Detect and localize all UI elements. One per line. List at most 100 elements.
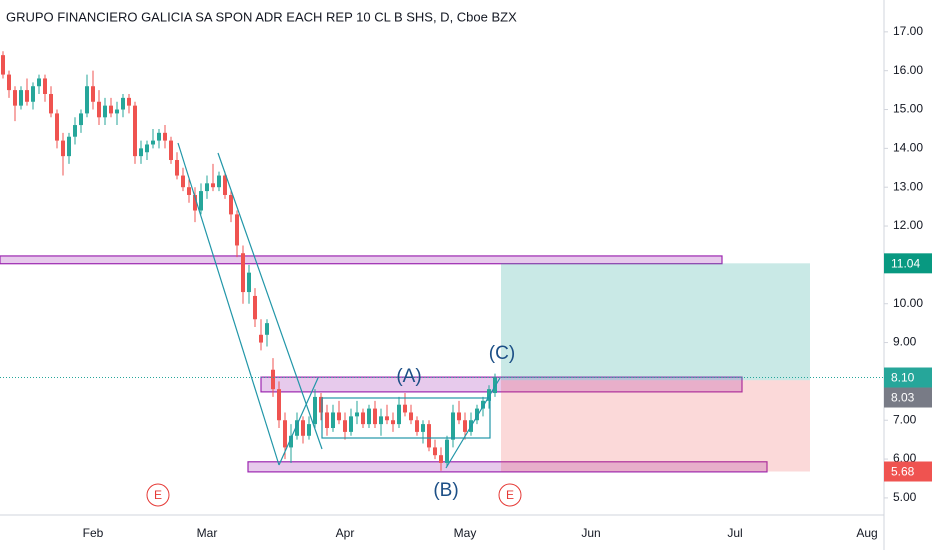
event-marker[interactable] <box>498 483 522 507</box>
candle-body <box>445 439 449 463</box>
candle-body <box>181 175 185 188</box>
candle-body <box>235 214 239 246</box>
zone <box>247 461 768 473</box>
candle-body <box>403 404 407 413</box>
candle-body <box>19 90 23 106</box>
chart-title: GRUPO FINANCIERO GALICIA SA SPON ADR EAC… <box>6 9 517 24</box>
y-tick-label: 15.00 <box>893 102 923 116</box>
price-label: 8.10 <box>891 371 915 385</box>
candle-body <box>361 412 365 425</box>
x-tick-label: Apr <box>336 526 355 540</box>
candle-body <box>253 295 257 320</box>
price-label-bg <box>884 253 932 274</box>
candle-body <box>37 78 41 87</box>
range-box <box>321 397 491 439</box>
trendlines <box>177 142 501 469</box>
candle-body <box>451 412 455 440</box>
candle-body <box>199 191 203 211</box>
candle-body <box>163 132 167 141</box>
candle-body <box>319 396 323 413</box>
candle-body <box>295 420 299 436</box>
candle-body <box>187 187 191 195</box>
candle-body <box>481 400 485 409</box>
candle-body <box>103 105 107 118</box>
candle-body <box>79 113 83 126</box>
candle-body <box>73 125 77 137</box>
candle-body <box>349 416 353 432</box>
plot-area <box>0 51 884 473</box>
candle-body <box>313 396 317 425</box>
price-label-bg <box>884 461 932 482</box>
wave-line <box>445 377 501 469</box>
candle-body <box>397 404 401 425</box>
event-label: E <box>154 488 162 502</box>
candle-body <box>487 389 491 401</box>
candle-body <box>49 93 53 114</box>
channel-line <box>217 152 323 450</box>
candle-body <box>379 416 383 425</box>
candle-body <box>457 412 461 421</box>
candle-body <box>307 424 311 436</box>
candle-body <box>283 420 287 448</box>
candle-body <box>211 183 215 188</box>
candle-body <box>241 253 245 293</box>
candle-body <box>25 90 29 102</box>
price-label-bg <box>884 367 932 388</box>
candle-body <box>133 105 137 157</box>
candle-body <box>31 86 35 102</box>
x-tick-label: May <box>454 526 477 540</box>
candle-body <box>1 55 5 75</box>
event-marker[interactable] <box>146 483 170 507</box>
event-label: E <box>506 488 514 502</box>
candle-body <box>157 132 161 141</box>
candle-body <box>91 86 95 102</box>
candle-body <box>343 420 347 432</box>
profit-zone <box>501 263 810 381</box>
candle-body <box>463 420 467 432</box>
candle-body <box>109 105 113 114</box>
candle-body <box>169 140 173 161</box>
wave-label: (A) <box>396 366 421 387</box>
candle-body <box>355 412 359 417</box>
candle-body <box>325 412 329 429</box>
channel-line <box>177 142 280 466</box>
x-tick-label: Aug <box>856 526 877 540</box>
candle-body <box>127 97 131 106</box>
candle-body <box>217 175 221 188</box>
price-label: 5.68 <box>891 465 915 479</box>
candle-body <box>121 97 125 110</box>
candle-body <box>61 140 65 157</box>
candle-body <box>427 424 431 448</box>
candle-body <box>409 412 413 421</box>
candle-body <box>277 389 281 421</box>
candle-body <box>97 101 101 118</box>
price-label: 8.03 <box>891 391 915 405</box>
wave-label: (B) <box>433 480 458 501</box>
loss-zone <box>501 380 810 472</box>
candle-body <box>223 175 227 195</box>
price-label: 11.04 <box>891 256 920 270</box>
y-tick-label: 14.00 <box>893 141 923 155</box>
candle-body <box>331 412 335 429</box>
candle-body <box>337 412 341 421</box>
candle-body <box>115 109 119 114</box>
y-tick-label: 10.00 <box>893 296 923 310</box>
candle-body <box>301 420 305 436</box>
candle-body <box>289 435 293 448</box>
candle-body <box>67 136 71 157</box>
candle-body <box>193 194 197 211</box>
candle-body <box>205 183 209 192</box>
y-tick-label: 17.00 <box>893 24 923 38</box>
candle-body <box>145 144 149 153</box>
wave-line <box>278 377 319 466</box>
candle-body <box>265 323 269 335</box>
candle-body <box>391 420 395 425</box>
candle-body <box>439 455 443 463</box>
x-tick-label: Mar <box>197 526 218 540</box>
candle-body <box>373 408 377 425</box>
x-tick-label: Jun <box>581 526 600 540</box>
candle-body <box>385 416 389 421</box>
candle-body <box>421 424 425 432</box>
x-tick-label: Feb <box>83 526 104 540</box>
